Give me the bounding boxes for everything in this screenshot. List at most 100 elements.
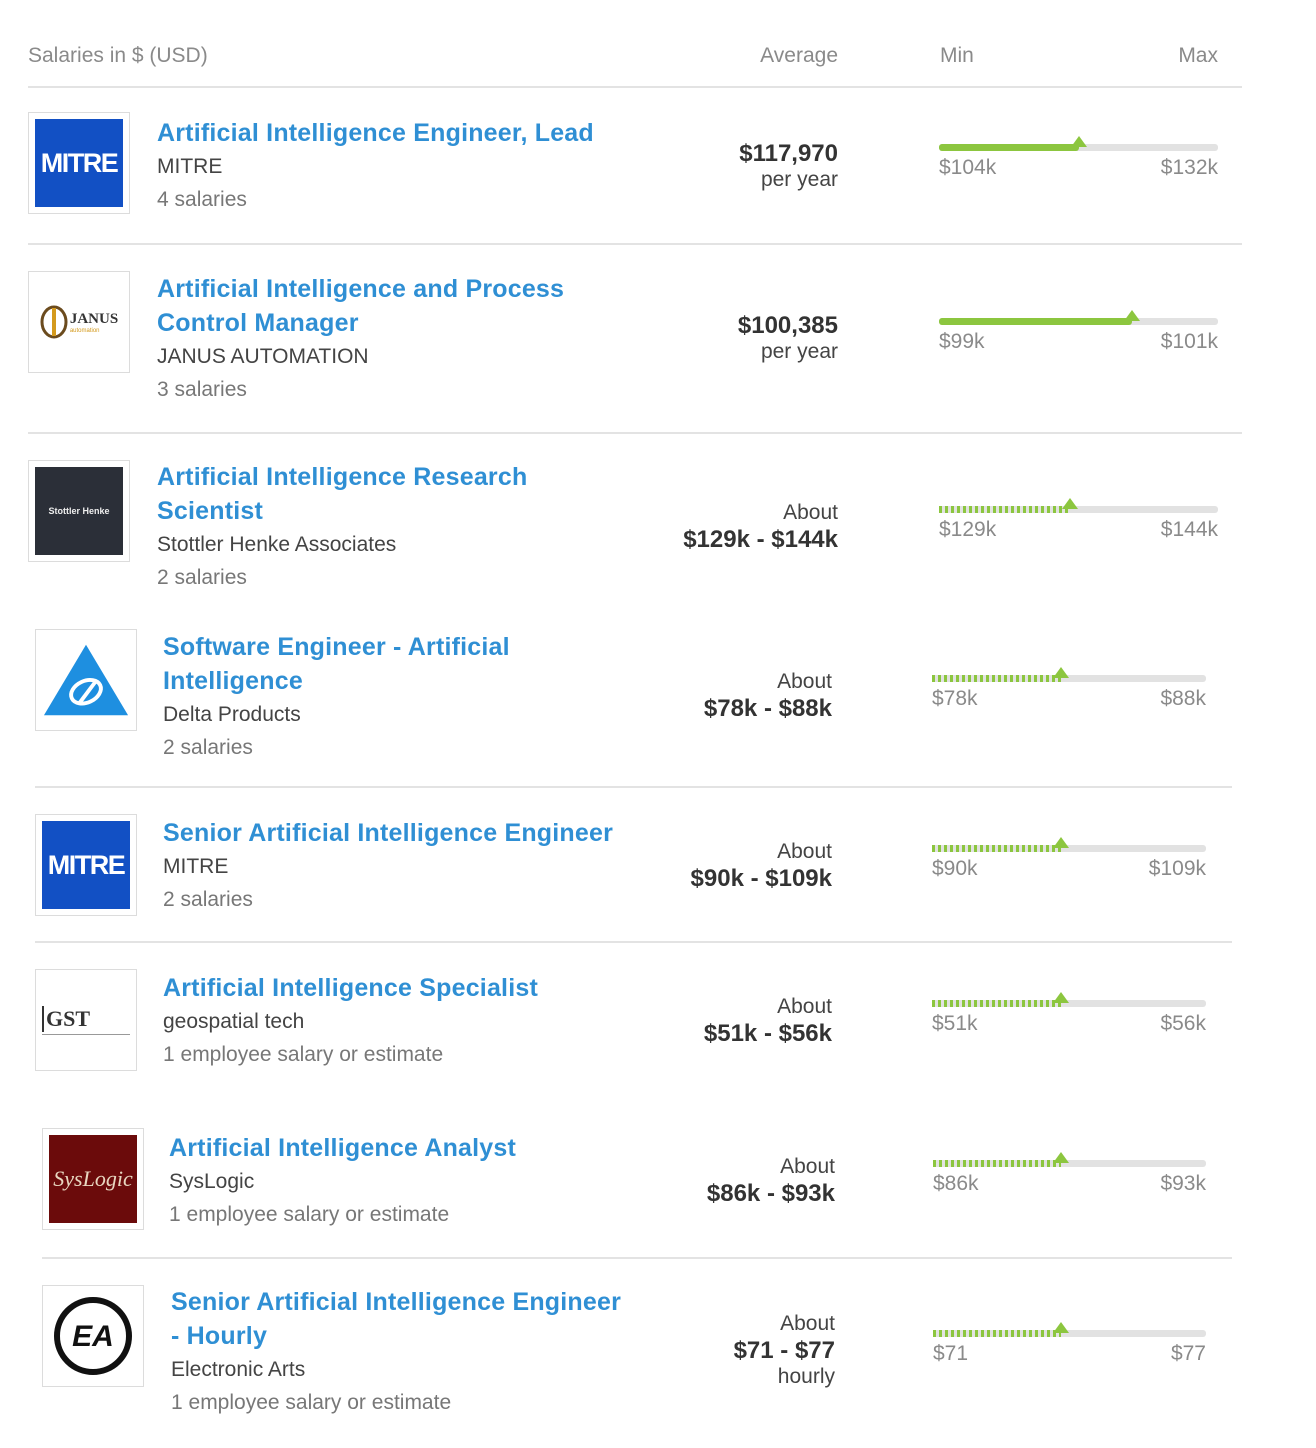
average-salary: $117,970 per year — [578, 140, 838, 192]
range-fill — [933, 1330, 1061, 1337]
range-max: $144k — [1160, 518, 1218, 541]
job-title-link[interactable]: Software Engineer - Artificial Intelligen… — [163, 633, 510, 695]
job-info: Senior Artificial Intelligence Engineer -… — [171, 1285, 621, 1420]
company-name: geospatial tech — [163, 1010, 305, 1033]
job-title-link[interactable]: Senior Artificial Intelligence Engineer — [163, 819, 614, 847]
about-label: About — [777, 670, 832, 693]
salary-value: $71 - $77 — [733, 1337, 835, 1364]
range-min: $51k — [932, 1012, 978, 1035]
about-label: About — [783, 501, 838, 524]
company-logo[interactable] — [35, 629, 137, 731]
job-title-link[interactable]: Artificial Intelligence Research Scientis… — [157, 463, 528, 525]
job-title-link[interactable]: Artificial Intelligence Analyst — [169, 1134, 517, 1162]
salary-range-bar: $104k $132k — [939, 136, 1218, 184]
job-title-link[interactable]: Artificial Intelligence Specialist — [163, 974, 538, 1002]
salary-value: $86k - $93k — [706, 1180, 835, 1207]
range-track — [933, 1160, 1206, 1167]
range-min: $99k — [939, 330, 985, 353]
average-salary: About $90k - $109k — [572, 839, 832, 893]
range-fill — [932, 845, 1061, 852]
salary-range-bar: $51k $56k — [932, 992, 1206, 1040]
range-fill — [939, 318, 1132, 325]
median-marker-icon — [1053, 1322, 1069, 1333]
company-logo[interactable]: SysLogic — [42, 1128, 144, 1230]
median-marker-icon — [1053, 837, 1069, 848]
average-salary: About $86k - $93k — [575, 1154, 835, 1208]
range-track — [932, 845, 1206, 852]
syslogic-logo-icon: SysLogic — [49, 1135, 137, 1223]
salary-value: $51k - $56k — [703, 1020, 832, 1047]
company-logo[interactable]: MITRE — [28, 112, 130, 214]
range-min: $104k — [939, 156, 997, 179]
range-fill — [939, 144, 1079, 151]
company-name: MITRE — [157, 155, 223, 178]
salary-count: 2 salaries — [163, 888, 253, 911]
average-salary: About $129k - $144k — [578, 500, 838, 554]
company-logo[interactable]: MITRE — [35, 814, 137, 916]
salaries-currency-label: Salaries in $ (USD) — [28, 44, 208, 67]
average-column-header: Average — [760, 44, 838, 67]
company-logo[interactable]: JANUS automation — [28, 271, 130, 373]
salary-count: 1 employee salary or estimate — [169, 1203, 450, 1226]
range-track — [939, 506, 1218, 513]
range-max: $56k — [1160, 1012, 1206, 1035]
salary-count: 4 salaries — [157, 188, 247, 211]
row-divider — [28, 432, 1242, 434]
salary-value: $129k - $144k — [683, 526, 838, 553]
salary-count: 3 salaries — [157, 378, 247, 401]
range-max: $109k — [1148, 857, 1206, 880]
stottler-henke-logo-icon: Stottler Henke — [35, 467, 123, 555]
row-divider — [35, 786, 1232, 788]
salary-count: 1 employee salary or estimate — [171, 1391, 452, 1414]
company-name: SysLogic — [169, 1170, 255, 1193]
salary-value: $90k - $109k — [690, 865, 832, 892]
janus-logo-icon: JANUS automation — [35, 278, 123, 366]
average-salary: $100,385 per year — [578, 312, 838, 364]
salary-range-bar: $90k $109k — [932, 837, 1206, 885]
salary-value: $78k - $88k — [703, 695, 832, 722]
about-label: About — [777, 840, 832, 863]
salary-count: 2 salaries — [157, 566, 247, 589]
job-title-link[interactable]: Artificial Intelligence and Process Contr… — [157, 275, 565, 337]
range-min: $71 — [933, 1342, 969, 1365]
salary-count: 2 salaries — [163, 736, 253, 759]
range-max: $93k — [1160, 1172, 1206, 1195]
company-logo[interactable]: Stottler Henke — [28, 460, 130, 562]
average-salary: About $51k - $56k — [572, 994, 832, 1048]
salary-value: $117,970 — [739, 140, 838, 167]
row-divider — [42, 1257, 1232, 1259]
range-track — [932, 675, 1206, 682]
about-label: About — [780, 1155, 835, 1178]
range-fill — [939, 506, 1070, 513]
range-fill — [932, 1000, 1061, 1007]
median-marker-icon — [1062, 498, 1078, 509]
salary-range-bar: $78k $88k — [932, 667, 1206, 715]
job-title-link[interactable]: Artificial Intelligence Engineer, Lead — [157, 119, 594, 147]
gst-logo-icon: GST — [42, 976, 130, 1064]
job-info: Artificial Intelligence Specialist geospa… — [163, 971, 538, 1072]
company-logo[interactable]: GST — [35, 969, 137, 1071]
range-min: $129k — [939, 518, 997, 541]
min-column-header: Min — [940, 44, 974, 67]
about-label: About — [777, 995, 832, 1018]
job-info: Artificial Intelligence Engineer, Lead MI… — [157, 116, 594, 217]
job-info: Artificial Intelligence and Process Contr… — [157, 272, 564, 407]
mitre-logo-icon: MITRE — [42, 821, 130, 909]
mitre-logo-icon: MITRE — [35, 119, 123, 207]
job-title-link[interactable]: Senior Artificial Intelligence Engineer -… — [171, 1288, 622, 1350]
company-name: MITRE — [163, 855, 229, 878]
salary-count: 1 employee salary or estimate — [163, 1043, 444, 1066]
job-info: Artificial Intelligence Analyst SysLogic 1… — [169, 1131, 516, 1232]
median-marker-icon — [1053, 1152, 1069, 1163]
salary-value: $100,385 — [737, 312, 838, 339]
company-logo[interactable]: EA — [42, 1285, 144, 1387]
company-name: Electronic Arts — [171, 1358, 306, 1381]
range-fill — [932, 675, 1061, 682]
job-info: Software Engineer - Artificial Intelligen… — [163, 630, 510, 765]
job-info: Senior Artificial Intelligence Engineer M… — [163, 816, 613, 917]
svg-text:EA: EA — [72, 1320, 114, 1353]
salary-range-bar: $99k $101k — [939, 310, 1218, 358]
range-max: $101k — [1160, 330, 1218, 353]
median-marker-icon — [1071, 136, 1087, 147]
range-track — [932, 1000, 1206, 1007]
